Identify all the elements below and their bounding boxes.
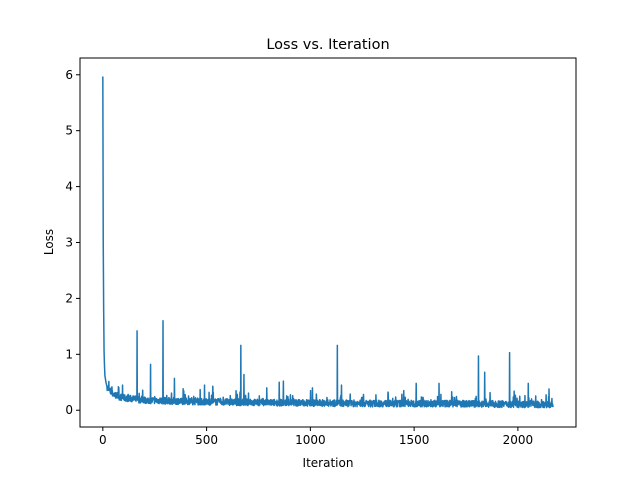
loss-series-line — [102, 76, 554, 409]
x-tick-label: 0 — [99, 433, 107, 447]
x-tick-label: 1000 — [295, 433, 326, 447]
y-tick-label: 4 — [65, 180, 73, 194]
x-tick-label: 500 — [195, 433, 218, 447]
y-axis-label: Loss — [42, 229, 56, 255]
x-axis-label: Iteration — [303, 456, 354, 470]
series-layer — [102, 76, 554, 409]
y-tick-label: 6 — [65, 68, 73, 82]
x-tick-label: 2000 — [503, 433, 534, 447]
y-tick-label: 5 — [65, 124, 73, 138]
y-tick-label: 0 — [65, 403, 73, 417]
x-tick-label: 1500 — [399, 433, 430, 447]
y-tick-label: 1 — [65, 347, 73, 361]
y-tick-label: 2 — [65, 291, 73, 305]
x-axis-ticks: 0 500 1000 1500 2000 — [99, 427, 533, 447]
plot-area-frame — [79, 57, 577, 428]
y-tick-label: 3 — [65, 236, 73, 250]
y-axis-ticks: 0 1 2 3 4 5 6 — [65, 68, 80, 417]
chart-title: Loss vs. Iteration — [266, 37, 389, 53]
